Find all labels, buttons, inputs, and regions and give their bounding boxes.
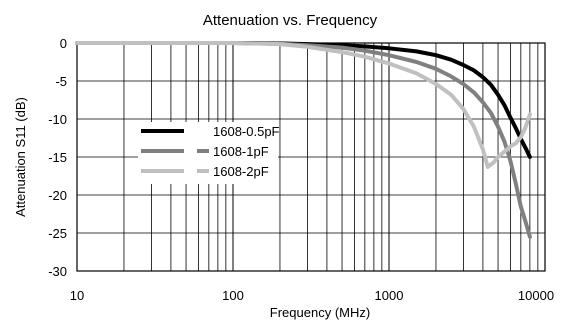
legend-label-2: 1608-1pF (213, 144, 269, 159)
y-tick-label: 0 (60, 36, 67, 51)
y-tick-label: -20 (48, 188, 67, 203)
legend-label-1: 1608-0.5pF (213, 124, 280, 139)
series-line-3 (75, 41, 532, 169)
x-tick-label: 1000 (375, 288, 404, 303)
y-tick-label: -15 (48, 150, 67, 165)
y-tick-label: -10 (48, 112, 67, 127)
x-tick-label: 10 (70, 288, 84, 303)
x-axis-label: Frequency (MHz) (270, 305, 370, 320)
chart-title: Attenuation vs. Frequency (203, 12, 378, 29)
y-tick-label: -5 (55, 74, 67, 89)
x-tick-label: 10000 (518, 288, 554, 303)
series-layer (75, 41, 532, 239)
y-tick-label: -30 (48, 264, 67, 279)
legend: 1608-0.5pF 1608-1pF 1608-2pF (141, 124, 280, 179)
x-tick-label: 100 (222, 288, 244, 303)
legend-label-3: 1608-2pF (213, 164, 269, 179)
y-axis-label: Attenuation S11 (dB) (13, 97, 28, 217)
y-tick-label: -25 (48, 226, 67, 241)
